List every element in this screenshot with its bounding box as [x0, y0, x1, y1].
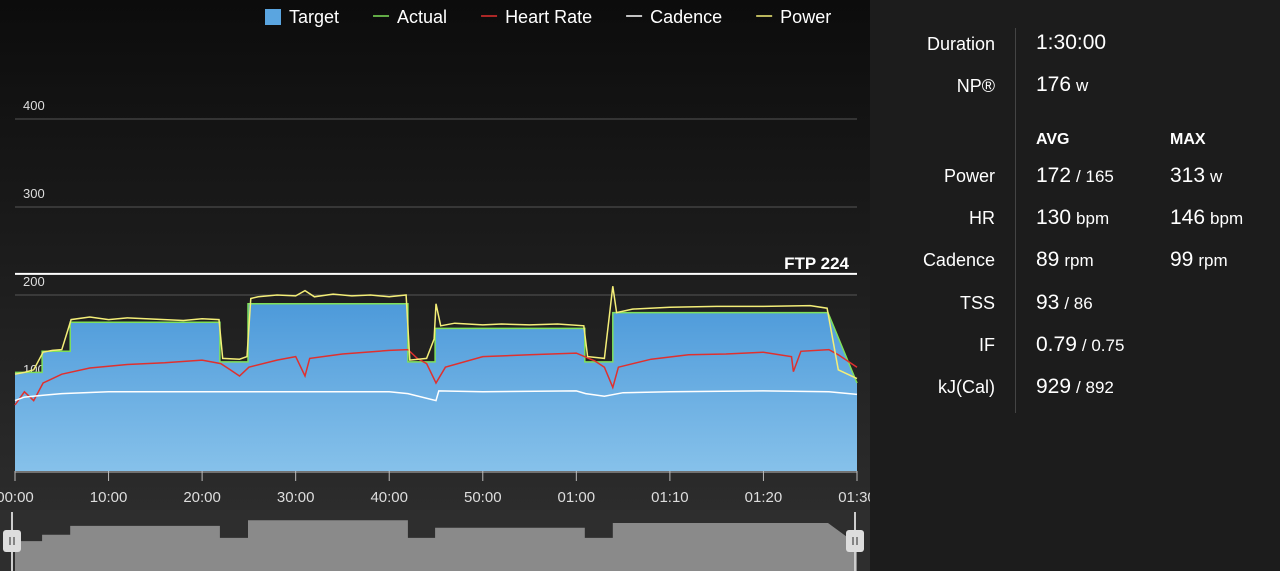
ftp-value: 224	[821, 254, 850, 273]
value: 93	[1036, 290, 1060, 314]
value: 176	[1036, 73, 1072, 96]
stat-label: Duration	[926, 34, 995, 54]
column-header: AVG	[1036, 131, 1070, 148]
y-tick-label: 200	[23, 274, 45, 289]
stat-label: Power	[943, 166, 995, 186]
stat-avg: 929/ 892	[1036, 375, 1114, 399]
overview-profile	[15, 520, 857, 571]
legend: Target Actual Heart Rate Cadence Power	[265, 7, 831, 27]
legend-label: Cadence	[650, 7, 722, 27]
value: 146	[1170, 206, 1206, 230]
x-tick-label: 20:00	[183, 489, 221, 506]
value: 89	[1036, 248, 1060, 272]
x-tick-label: 10:00	[90, 489, 128, 506]
unit: / 86	[1064, 293, 1093, 313]
x-tick-label: 00:00	[0, 489, 34, 506]
x-tick-label: 40:00	[370, 489, 408, 506]
legend-swatch	[265, 9, 281, 25]
target-area	[15, 303, 857, 471]
unit: w	[1210, 167, 1223, 186]
stat-max: 99 rpm	[1170, 248, 1228, 272]
stat-max: 313 w	[1170, 164, 1222, 188]
stat-avg: 89 rpm	[1036, 248, 1094, 272]
x-tick-label: 01:30	[838, 489, 870, 506]
chart: Target Actual Heart Rate Cadence Power 10020…	[0, 0, 870, 571]
ftp-label-text: FTP	[784, 254, 816, 273]
stat-avg: 130 bpm	[1036, 206, 1109, 230]
y-tick-label: 300	[23, 186, 45, 201]
stat-max: 146 bpm	[1170, 206, 1243, 230]
x-tick-label: 01:00	[558, 489, 596, 506]
legend-label: Target	[289, 7, 339, 27]
value: 929	[1036, 375, 1072, 398]
legend-label: Power	[780, 7, 831, 27]
series-line	[15, 303, 858, 384]
range-handle[interactable]	[3, 530, 21, 552]
x-tick-label: 30:00	[277, 489, 315, 506]
stat-label: Cadence	[922, 250, 995, 271]
stat-avg: 172/ 165	[1036, 164, 1114, 188]
value: 130	[1036, 206, 1072, 230]
stat-value: 176 w	[1036, 73, 1088, 97]
y-tick-label: 400	[23, 98, 45, 113]
unit: rpm	[1064, 251, 1094, 271]
stats-panel: Duration 1:30:00 NP® 176 w AVG MAX Power 172/ 16…	[870, 0, 1280, 571]
stat-label: IF	[979, 334, 995, 355]
value: 0.79	[1036, 332, 1077, 356]
stat-label: HR	[969, 208, 995, 229]
unit: bpm	[1210, 209, 1244, 229]
value: 313	[1170, 164, 1206, 187]
unit: / 165	[1076, 167, 1114, 186]
stat-label: NP®	[956, 76, 995, 96]
series-line	[14, 286, 858, 380]
stat-label: TSS	[959, 292, 995, 313]
series-line	[14, 348, 858, 406]
range-handle[interactable]	[846, 530, 864, 552]
stat-label: kJ(Cal)	[938, 377, 995, 397]
unit: rpm	[1198, 251, 1228, 271]
unit: w	[1076, 76, 1089, 95]
divider	[1015, 28, 1016, 413]
x-tick-label: 01:10	[651, 489, 689, 506]
ftp-label: FTP 224	[784, 254, 849, 273]
stat-avg: 93/ 86	[1036, 291, 1093, 315]
x-tick-label: 01:20	[745, 489, 783, 506]
value: 99	[1170, 248, 1194, 272]
value: 172	[1036, 164, 1072, 187]
unit: / 892	[1076, 378, 1114, 397]
legend-label: Heart Rate	[505, 7, 592, 27]
stat-value: 1:30:00	[1036, 31, 1106, 55]
column-header: MAX	[1170, 131, 1206, 148]
stat-avg: 0.79/ 0.75	[1036, 333, 1124, 357]
unit: bpm	[1076, 209, 1110, 229]
unit: / 0.75	[1081, 335, 1125, 355]
series-line	[14, 390, 858, 402]
x-tick-label: 50:00	[464, 489, 502, 506]
legend-label: Actual	[397, 7, 447, 27]
value: 1:30:00	[1036, 31, 1107, 54]
